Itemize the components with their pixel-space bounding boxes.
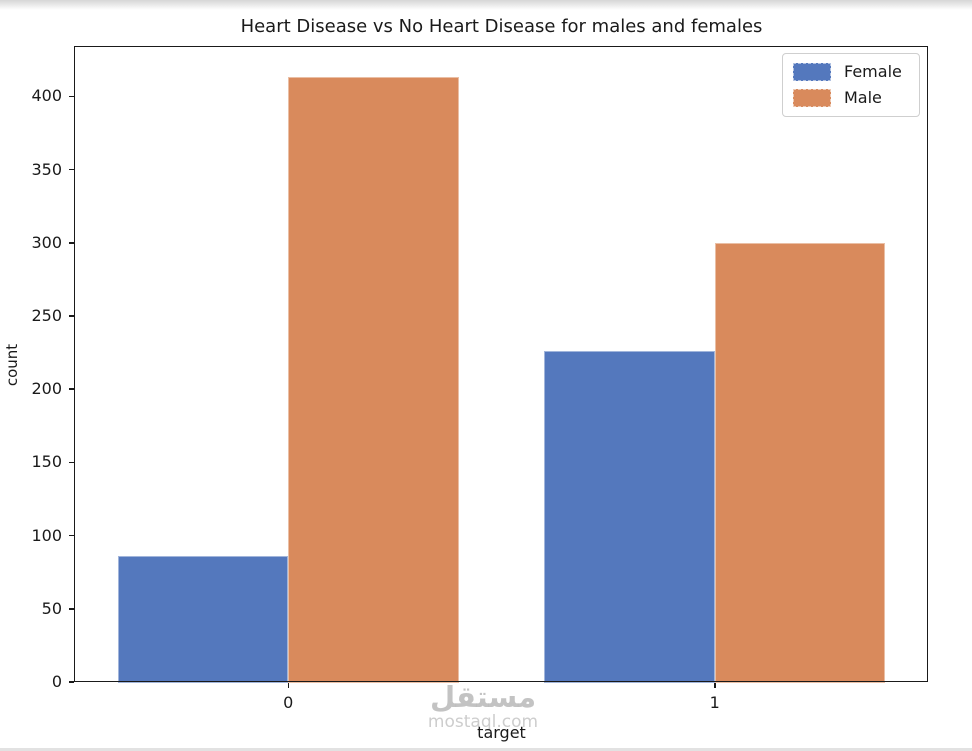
x-tick-label: 0 (283, 693, 294, 712)
x-axis-label: target (477, 723, 526, 742)
y-tick-mark (69, 95, 74, 98)
y-tick-label: 250 (31, 305, 62, 325)
legend-label: Male (844, 88, 882, 107)
legend-item-male: Male (793, 89, 909, 107)
x-tick-mark (287, 683, 289, 688)
bottom-edge-shadow (0, 748, 972, 751)
y-tick-label: 350 (31, 159, 62, 179)
y-tick-mark (69, 534, 74, 537)
y-tick-label: 200 (31, 379, 62, 399)
y-tick-label: 100 (31, 525, 62, 545)
legend: Female Male (782, 53, 920, 117)
y-tick-label: 400 (31, 86, 62, 106)
y-tick-mark (69, 315, 74, 317)
bar-female-0 (117, 556, 289, 683)
x-tick-mark (714, 683, 716, 688)
legend-swatch-female (793, 63, 831, 81)
y-tick-mark (69, 681, 74, 683)
bar-female-1 (544, 351, 715, 683)
chart-title: Heart Disease vs No Heart Disease for ma… (240, 16, 763, 37)
y-tick-label: 300 (31, 232, 62, 252)
y-tick-label: 50 (41, 598, 62, 618)
legend-swatch-male (793, 89, 831, 107)
watermark-logo: مستقل (429, 680, 537, 714)
y-tick-mark (69, 242, 74, 244)
x-tick-label: 1 (709, 693, 720, 712)
bar-male-1 (714, 242, 886, 683)
y-tick-mark (69, 388, 74, 390)
y-tick-label: 150 (31, 452, 62, 472)
bar-male-0 (288, 77, 459, 683)
legend-item-female: Female (793, 63, 909, 81)
y-tick-mark (69, 608, 74, 610)
y-tick-mark (69, 461, 74, 464)
legend-label: Female (844, 62, 902, 81)
y-tick-mark (69, 168, 74, 171)
y-tick-label: 0 (51, 672, 62, 691)
top-edge-shadow (0, 0, 972, 10)
